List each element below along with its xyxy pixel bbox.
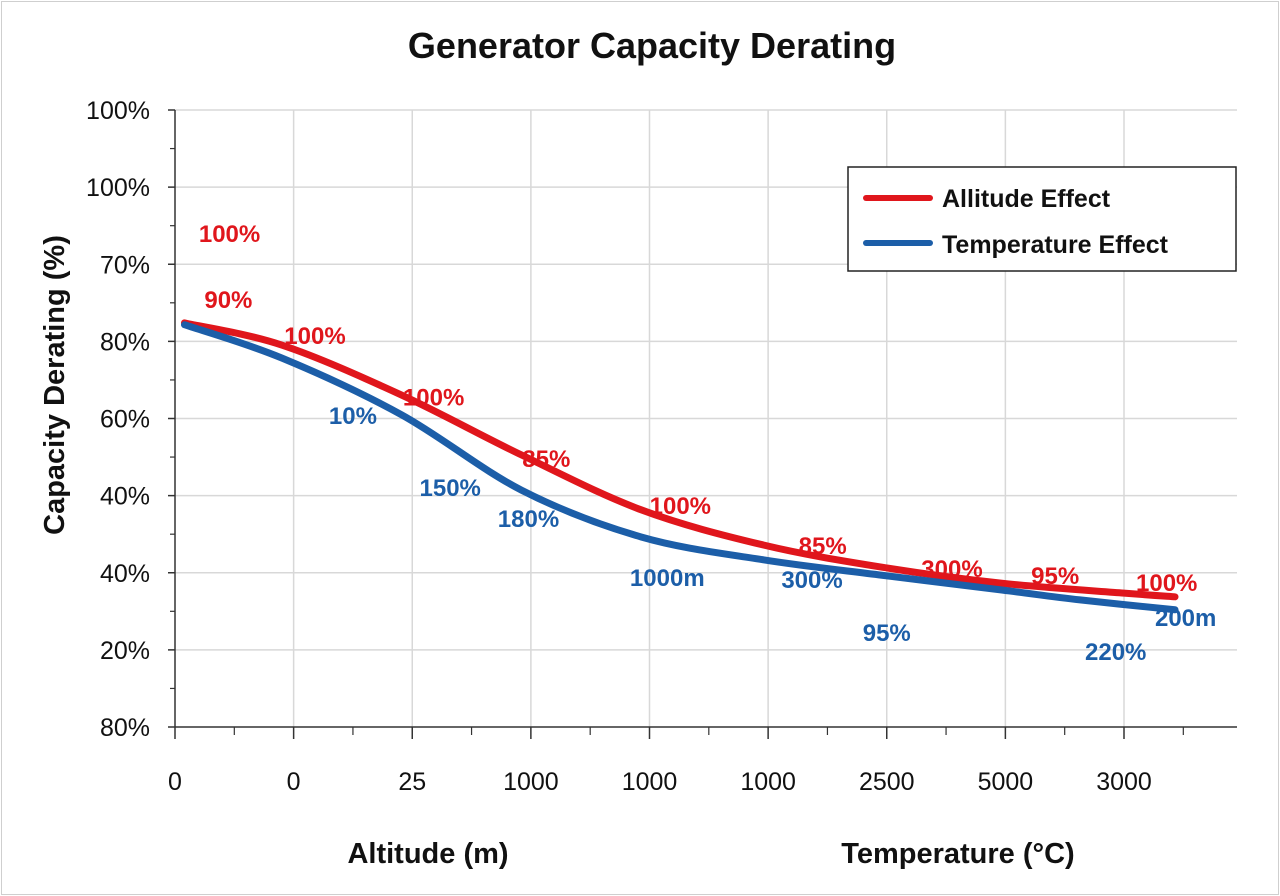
y-tick-label: 40% <box>100 560 150 588</box>
x-tick-label: 25 <box>398 768 426 796</box>
legend-label-altitude: Allitude Effect <box>942 185 1111 213</box>
data-label: 300% <box>781 567 842 594</box>
x-tick-label: 5000 <box>978 768 1034 796</box>
data-label: 150% <box>420 475 481 502</box>
x-tick-label: 0 <box>168 768 182 796</box>
x-tick-label: 1000 <box>740 768 796 796</box>
y-tick-label: 100% <box>86 174 150 202</box>
data-label: 85% <box>522 446 570 473</box>
data-label: 100% <box>403 384 464 411</box>
data-labels: 100% 90% 100% 100% 85% 100% 85% 300% 95% 100% 10% 1… <box>199 221 1217 666</box>
x-tick-label: 0 <box>287 768 301 796</box>
y-tick-label: 80% <box>100 714 150 742</box>
y-axis-title: Capacity Derating (%) <box>39 235 71 535</box>
data-label: 100% <box>650 493 711 520</box>
data-label: 85% <box>799 533 847 560</box>
y-tick-label: 80% <box>100 328 150 356</box>
data-label: 100% <box>199 221 260 248</box>
axes: 80% 20% 40% 40% 60% 80% 70% 100% 100% 0 0 25 1000 100… <box>86 97 1237 796</box>
data-label: 10% <box>329 403 377 430</box>
data-label: 100% <box>1136 570 1197 597</box>
y-tick-label: 70% <box>100 251 150 279</box>
data-label: 90% <box>204 287 252 314</box>
x-tick-label: 3000 <box>1096 768 1152 796</box>
x-tick-label: 1000 <box>503 768 559 796</box>
x-axis-title-altitude: Altitude (m) <box>347 838 508 870</box>
y-tick-label: 20% <box>100 637 150 665</box>
y-tick-label: 100% <box>86 97 150 125</box>
data-label: 1000m <box>630 565 705 592</box>
legend-box <box>847 166 1237 272</box>
data-label: 300% <box>921 556 982 583</box>
data-label: 100% <box>284 323 345 350</box>
legend: Allitude Effect Temperature Effect <box>847 166 1237 272</box>
y-tick-label: 40% <box>100 483 150 511</box>
x-tick-label: 1000 <box>622 768 678 796</box>
chart-title: Generator Capacity Derating <box>408 25 896 66</box>
data-label: 220% <box>1085 639 1146 666</box>
data-label: 95% <box>1031 563 1079 590</box>
legend-label-temperature: Temperature Effect <box>942 231 1169 259</box>
series-line-altitude <box>180 319 1179 601</box>
grid <box>175 109 1237 727</box>
data-label: 180% <box>498 506 559 533</box>
x-axis-title-temperature: Temperature (°C) <box>841 838 1074 870</box>
series-line-temperature <box>180 321 1179 614</box>
x-tick-label: 2500 <box>859 768 915 796</box>
data-label: 95% <box>863 620 911 647</box>
series-lines <box>180 319 1179 614</box>
y-tick-label: 60% <box>100 406 150 434</box>
data-label: 200m <box>1155 605 1216 632</box>
